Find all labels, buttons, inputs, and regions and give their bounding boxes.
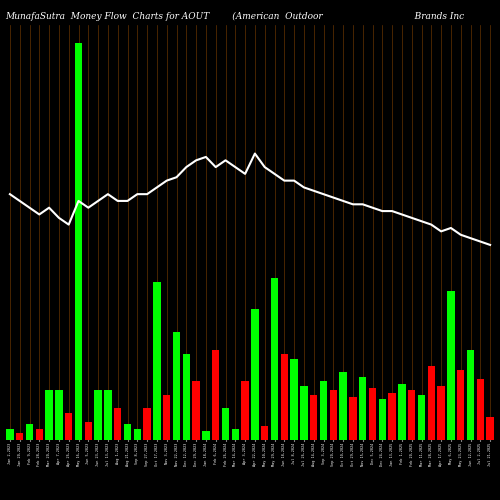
Bar	[26, 424, 33, 440]
Bar	[242, 382, 249, 440]
Bar	[486, 418, 494, 440]
Bar	[55, 390, 62, 440]
Bar	[173, 332, 180, 440]
Bar	[84, 422, 92, 440]
Bar	[300, 386, 308, 440]
Bar	[75, 43, 82, 440]
Bar	[359, 377, 366, 440]
Bar	[388, 393, 396, 440]
Bar	[114, 408, 122, 440]
Bar	[36, 429, 43, 440]
Bar	[202, 431, 209, 440]
Bar	[182, 354, 190, 440]
Bar	[46, 390, 53, 440]
Bar	[163, 395, 170, 440]
Bar	[124, 424, 131, 440]
Bar	[340, 372, 347, 440]
Bar	[94, 390, 102, 440]
Bar	[280, 354, 288, 440]
Bar	[153, 282, 160, 440]
Bar	[290, 359, 298, 440]
Bar	[251, 309, 258, 440]
Bar	[428, 366, 435, 440]
Bar	[104, 390, 112, 440]
Text: MunafaSutra  Money Flow  Charts for AOUT        (American  Outdoor              : MunafaSutra Money Flow Charts for AOUT (…	[5, 12, 464, 22]
Bar	[467, 350, 474, 440]
Bar	[398, 384, 406, 440]
Bar	[330, 390, 337, 440]
Bar	[222, 408, 229, 440]
Bar	[65, 413, 72, 440]
Bar	[192, 382, 200, 440]
Bar	[6, 429, 14, 440]
Bar	[349, 396, 356, 440]
Bar	[212, 350, 220, 440]
Bar	[476, 378, 484, 440]
Bar	[447, 291, 454, 440]
Bar	[369, 388, 376, 440]
Bar	[418, 395, 425, 440]
Bar	[232, 429, 239, 440]
Bar	[134, 429, 141, 440]
Bar	[144, 408, 151, 440]
Bar	[271, 278, 278, 440]
Bar	[310, 395, 318, 440]
Bar	[438, 386, 445, 440]
Bar	[457, 370, 464, 440]
Bar	[261, 426, 268, 440]
Bar	[320, 382, 327, 440]
Bar	[408, 390, 416, 440]
Bar	[378, 400, 386, 440]
Bar	[16, 433, 24, 440]
